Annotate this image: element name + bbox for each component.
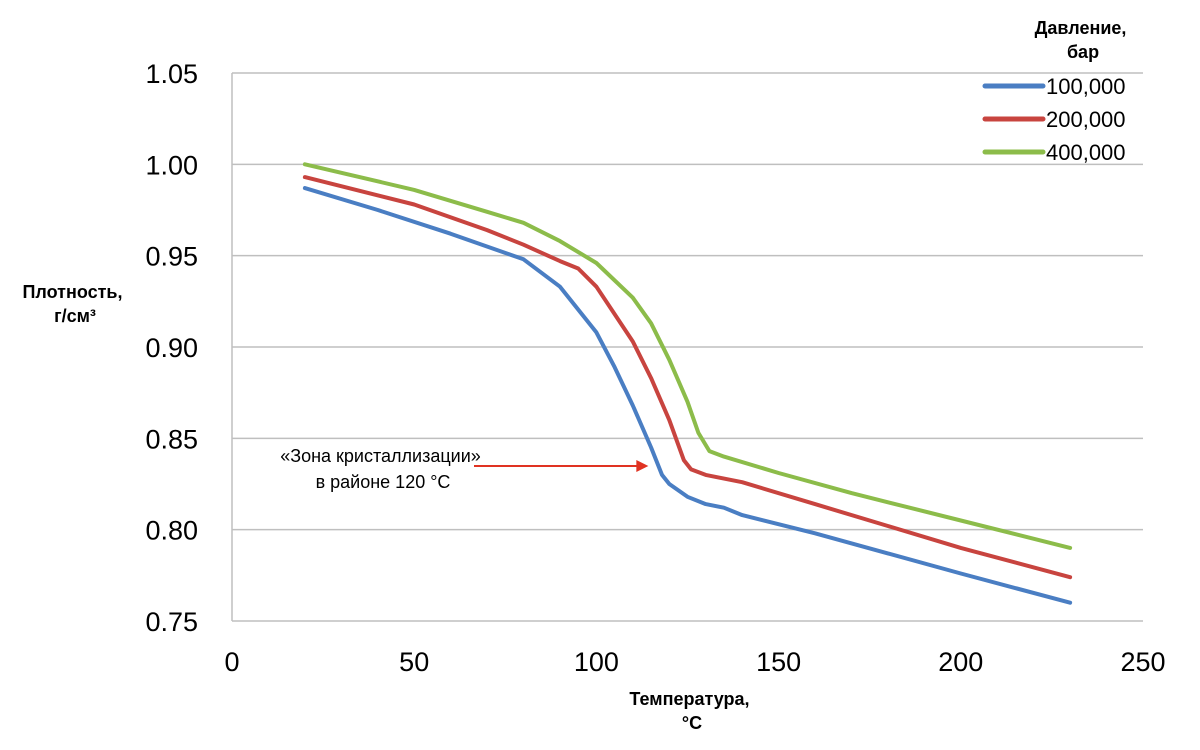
y-axis-title-line-1: Плотность, [22,282,122,302]
annotation-line-2: в районе 120 °C [316,472,451,492]
legend-label-2: 200,000 [1046,107,1126,132]
y-axis-title-line-2: г/см³ [54,306,96,326]
series-line-3 [302,162,1073,550]
x-tick-label: 50 [399,647,429,677]
annotation-text: «Зона кристаллизации» в районе 120 °C [280,446,486,492]
legend-title-line-1: Давление, [1035,18,1127,38]
y-tick-label: 0.95 [145,242,198,272]
x-tick-label: 0 [224,647,239,677]
x-tick-label: 200 [938,647,983,677]
series-line-2 [302,175,1073,580]
legend-title: Давление, бар [1035,18,1132,62]
series-lines [302,162,1073,605]
y-gridlines [232,72,1143,622]
legend-label-3: 400,000 [1046,140,1126,165]
legend-label-1: 100,000 [1046,74,1126,99]
y-tick-labels: 0.75 0.80 0.85 0.90 0.95 1.00 1.05 [145,59,198,637]
y-axis-title: Плотность, г/см³ [22,282,127,326]
legend-title-line-2: бар [1067,42,1099,62]
annotation-line-1: «Зона кристаллизации» [280,446,481,466]
x-axis-title: Температура, °C [629,689,754,733]
y-tick-label: 1.00 [145,150,198,180]
y-tick-label: 0.85 [145,424,198,454]
legend-items: 100,000 200,000 400,000 [982,74,1126,165]
x-tick-label: 100 [574,647,619,677]
series-line-1 [302,186,1073,605]
x-tick-label: 150 [756,647,801,677]
y-tick-label: 0.75 [145,607,198,637]
x-axis-title-line-2: °C [682,713,702,733]
crystallization-annotation: «Зона кристаллизации» в районе 120 °C [280,446,649,492]
annotation-arrow-head [636,460,649,472]
legend: Давление, бар 100,000 200,000 400,000 [982,18,1132,165]
y-tick-label: 0.90 [145,333,198,363]
y-tick-label: 0.80 [145,516,198,546]
x-axis-title-line-1: Температура, [629,689,749,709]
x-tick-label: 250 [1120,647,1165,677]
x-tick-labels: 0 50 100 150 200 250 [224,647,1165,677]
y-tick-label: 1.05 [145,59,198,89]
